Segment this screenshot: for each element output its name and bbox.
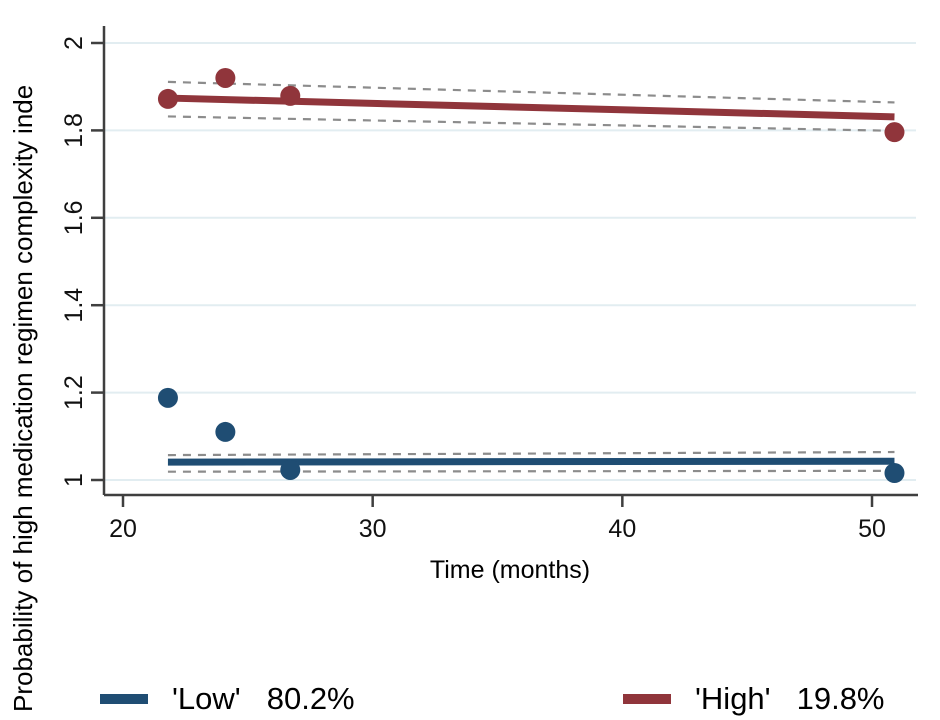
y-tick-label: 1.2 xyxy=(60,375,88,410)
dot-High xyxy=(157,88,178,109)
x-tick-label: 20 xyxy=(109,515,137,543)
legend-label-low: 'Low' xyxy=(172,681,241,716)
legend-swatch-low xyxy=(100,694,148,704)
x-tick-label: 50 xyxy=(858,515,886,543)
legend-value-low: 80.2% xyxy=(266,681,355,716)
y-tick-label: 1.6 xyxy=(60,200,88,235)
y-tick-label: 1.8 xyxy=(60,113,88,148)
dot-High xyxy=(884,122,905,143)
y-tick-label: 1.4 xyxy=(60,288,88,323)
dot-High xyxy=(215,67,236,88)
legend-swatch-high xyxy=(623,694,671,704)
y-axis-title: Probability of high medication regimen c… xyxy=(8,84,38,712)
dot-Low xyxy=(215,421,236,442)
x-tick-label: 40 xyxy=(608,515,636,543)
legend-label-high: 'High' xyxy=(695,681,771,716)
dot-Low xyxy=(884,463,905,484)
fit-line-High xyxy=(167,94,895,121)
x-tick-label: 30 xyxy=(359,515,387,543)
x-axis-title: Time (months) xyxy=(429,556,591,584)
y-tick-label: 1 xyxy=(60,473,88,487)
ci-lower-Low xyxy=(167,469,895,473)
ci-upper-High xyxy=(167,80,895,104)
legend-item-high: 'High' 19.8% xyxy=(623,676,885,720)
dot-Low xyxy=(280,459,301,480)
plot-area: 1 1.2 1.4 1.6 1.8 2 20 30 40 50 xyxy=(60,26,918,543)
dot-High xyxy=(280,85,301,106)
legend-item-low: 'Low' 80.2% xyxy=(100,676,355,720)
legend-value-high: 19.8% xyxy=(796,681,885,716)
ci-lower-High xyxy=(167,115,895,132)
ci-upper-Low xyxy=(167,450,895,457)
y-tick-label: 2 xyxy=(60,36,88,50)
dot-Low xyxy=(157,387,178,408)
fit-line-Low xyxy=(167,457,895,466)
